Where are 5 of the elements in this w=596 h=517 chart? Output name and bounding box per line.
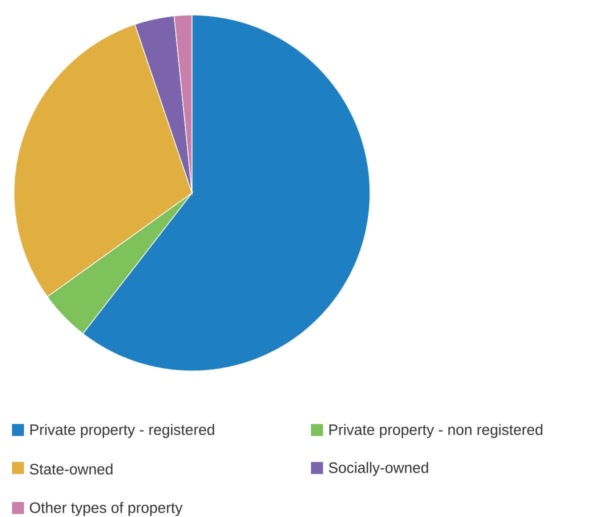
legend-label: State-owned bbox=[30, 463, 112, 474]
legend-label: Other types of property bbox=[30, 502, 183, 516]
legend-label: Private property - non registered bbox=[329, 424, 542, 438]
legend-label: Socially-owned bbox=[328, 462, 428, 476]
legend-label: Private property - registered bbox=[30, 424, 214, 438]
